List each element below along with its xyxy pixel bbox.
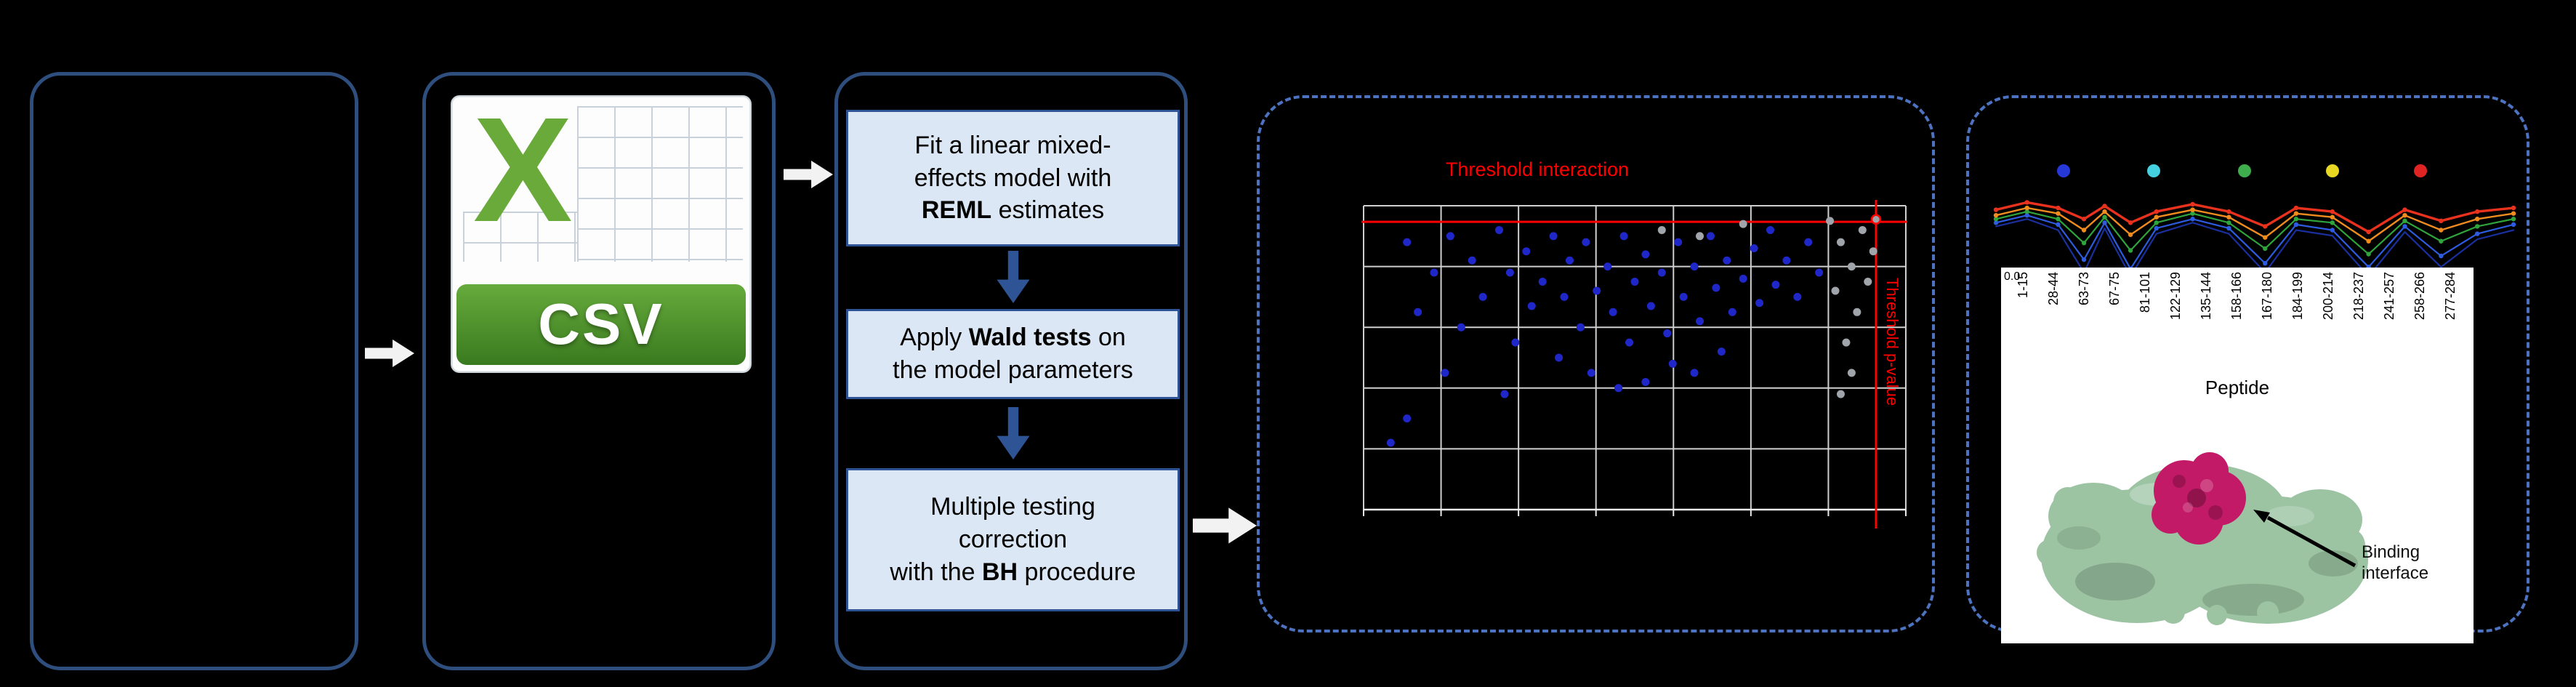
flow-arrow-model-to-results	[1193, 507, 1257, 544]
threshold-analysis-panel	[1257, 95, 1935, 632]
peptide-tick-label: 241-257	[2382, 272, 2396, 321]
peptide-axis-panel: 0.0 1-15 28-44 63-73 67-75 81-101 122-129 135-…	[2001, 268, 2474, 643]
peptide-axis-label: Peptide	[2205, 377, 2270, 398]
peptide-tick-label: 1-15	[2016, 272, 2030, 299]
legend-dot-4	[2325, 164, 2339, 177]
spreadsheet-grid-lower	[462, 212, 577, 262]
csv-file-icon: X CSV	[451, 87, 752, 373]
peptide-tick-label: 184-199	[2290, 272, 2305, 321]
legend-dot-5	[2413, 164, 2427, 177]
protein-structure-image	[2037, 452, 2368, 625]
step-down-arrow-2	[997, 407, 1030, 459]
method-step-reml-model: Fit a linear mixed-effects model with REM…	[846, 110, 1180, 246]
binding-interface-caption: Binding interface	[2362, 542, 2471, 584]
legend-dot-2	[2147, 164, 2161, 177]
peptide-tick-label: 63-73	[2077, 272, 2091, 306]
peptide-tick-label: 28-44	[2046, 272, 2061, 306]
method-step-wald-text: Apply Wald tests on the model parameters	[893, 324, 1133, 384]
binding-interface-caption-line1: Binding	[2362, 542, 2420, 562]
input-data-box	[30, 72, 358, 670]
peptide-intensity-profile-chart	[1993, 200, 2516, 278]
csv-banner-label: CSV	[456, 284, 746, 365]
condition-legend-dots	[1996, 164, 2513, 179]
peptide-tick-label: 158-166	[2229, 272, 2244, 321]
legend-dot-1	[2056, 164, 2070, 177]
binding-interface-caption-line2: interface	[2362, 563, 2429, 583]
y-tick-label: 0.0	[2004, 270, 2021, 283]
method-step-bh-correction: Multiple testing correction with the BH pr…	[846, 468, 1180, 611]
peptide-tick-label: 218-237	[2351, 272, 2366, 321]
peptide-tick-label: 258-266	[2412, 272, 2427, 321]
csv-data-box	[422, 72, 776, 670]
step-down-arrow-1	[997, 251, 1030, 303]
threshold-pvalue-label: Threshold p-value	[1883, 278, 1901, 406]
peptide-tick-label: 277-284	[2443, 272, 2458, 321]
method-step-bh-text: Multiple testing correction with the BH pr…	[890, 493, 1136, 586]
volcano-scatter-plot	[1361, 200, 1907, 529]
statistical-method-box	[834, 72, 1188, 670]
spreadsheet-grid	[576, 106, 743, 262]
peptide-tick-label: 67-75	[2107, 272, 2122, 306]
method-step-reml-text: Fit a linear mixed-effects model with REM…	[914, 131, 1112, 225]
peptide-tick-label: 135-144	[2199, 272, 2213, 321]
peptide-tick-label: 122-129	[2168, 272, 2183, 321]
threshold-interaction-label: Threshold interaction	[1445, 158, 1630, 180]
peptide-tick-label: 200-214	[2321, 272, 2335, 321]
method-step-wald-tests: Apply Wald tests on the model parameters	[846, 309, 1180, 399]
binding-interface-arrow	[2253, 510, 2356, 568]
peptide-tick-label: 81-101	[2138, 272, 2152, 313]
legend-dot-3	[2237, 164, 2251, 177]
flow-arrow-csv-to-model	[784, 160, 833, 189]
excel-x-letter: X	[472, 87, 573, 254]
peptide-tick-label: 167-180	[2260, 272, 2274, 321]
flow-arrow-input-to-csv	[365, 339, 414, 368]
